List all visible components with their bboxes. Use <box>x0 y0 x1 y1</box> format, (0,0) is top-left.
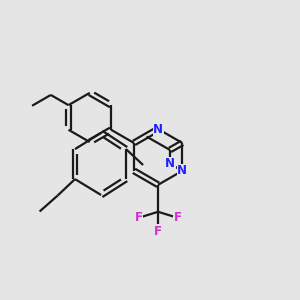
Text: N: N <box>177 164 187 177</box>
Text: F: F <box>174 211 182 224</box>
Text: F: F <box>154 225 162 238</box>
Text: F: F <box>135 211 142 224</box>
Text: N: N <box>165 158 175 170</box>
Text: N: N <box>153 122 163 136</box>
